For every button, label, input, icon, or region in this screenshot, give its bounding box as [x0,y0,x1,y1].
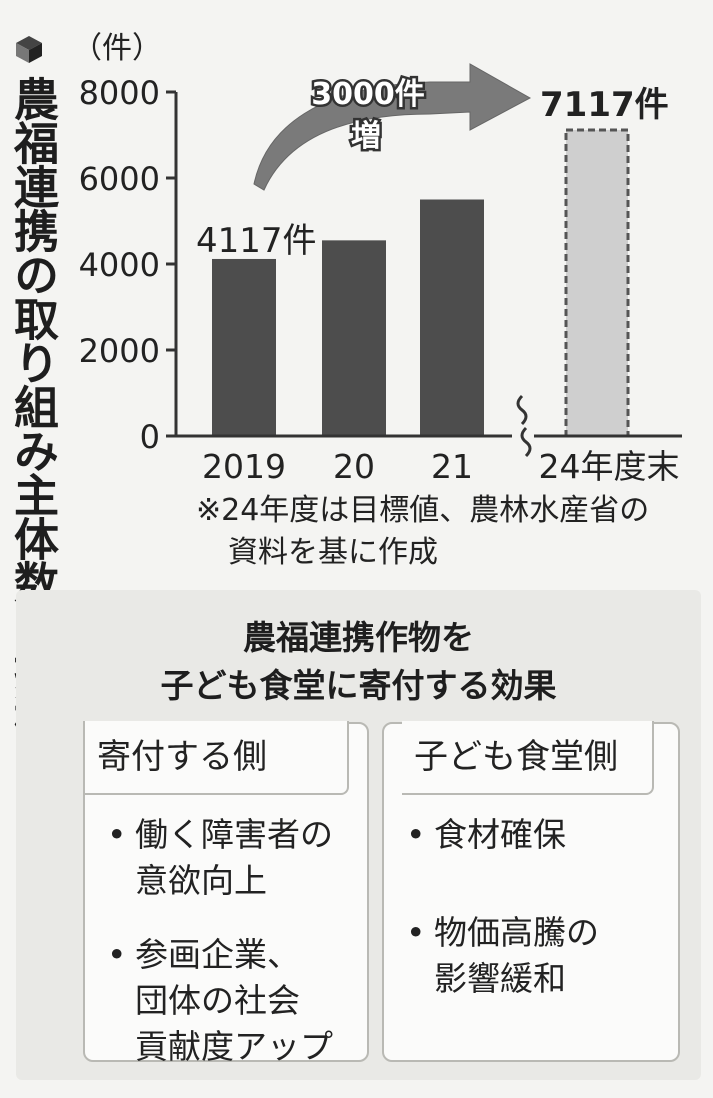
donor-side-box: 寄付する側 • 働く障害者の 意欲向上 • 参画企業、 団体の社会 貢献度アップ [83,721,369,1066]
cafeteria-side-box: 子ども食堂側 • 食材確保 • 物価高騰の 影響緩和 [382,721,680,1062]
bar [212,258,276,436]
note-line-1: ※24年度は目標値、農林水産省の [196,493,650,528]
y-tick-label: 4000 [79,246,160,284]
bullet-icon: • [107,815,127,854]
increase-label-line1: 3000件 [311,77,425,112]
x-tick-label: 21 [431,447,473,486]
cafeteria-side-heading: 子ども食堂側 [402,721,654,795]
effects-panel: 農福連携作物を 子ども食堂に寄付する効果 寄付する側 • 働く障害者の 意欲向上… [16,590,701,1080]
increase-label-line2: 増 [351,119,381,154]
donor-item-1: • 働く障害者の 意欲向上 [107,812,375,904]
x-tick-label: 20 [333,447,375,486]
bullet-icon: • [406,815,426,854]
unit-label: （件） [72,31,162,66]
source-note: ※24年度は目標値、農林水産省の 資料を基に作成 [196,490,696,574]
bullet-icon: • [107,935,127,974]
first-bar-label: 4117件 [196,221,317,261]
effects-title-line-2: 子ども食堂に寄付する効果 [160,666,557,705]
donor-item-2-line-3: 貢献度アップ [135,1027,333,1066]
cafeteria-item-1-line-1: 食材確保 [434,815,566,854]
y-tick-label: 8000 [79,74,160,112]
note-line-2: 資料を基に作成 [228,535,438,570]
donor-item-1-line-2: 意欲向上 [135,861,267,900]
y-tick-label: 2000 [79,332,160,370]
cube-icon [16,36,42,63]
y-tick-label: 6000 [79,160,160,198]
bar [420,199,484,436]
cafeteria-item-2-line-1: 物価高騰の [434,913,599,952]
target-bar-label: 7117件 [540,85,669,125]
bar [322,240,386,436]
donor-item-1-line-1: 働く障害者の [135,815,333,854]
cafeteria-item-2: • 物価高騰の 影響緩和 [406,910,674,1002]
bullet-icon: • [406,913,426,952]
donor-item-2-line-1: 参画企業、 [135,935,300,974]
increase-arrow [253,63,532,191]
y-tick-label: 0 [140,418,160,456]
effects-title-line-1: 農福連携作物を [243,618,474,657]
bar-target [564,128,630,438]
donor-side-heading: 寄付する側 [83,721,349,795]
bar-chart: （件） 8000 6000 4000 2000 0 2019 20 21 24年度末 3000… [72,31,682,486]
x-tick-label: 2019 [202,447,286,486]
axis-break [512,392,534,462]
donor-item-2: • 参画企業、 団体の社会 貢献度アップ [107,932,375,1070]
cafeteria-item-2-line-2: 影響緩和 [434,959,566,998]
effects-title: 農福連携作物を 子ども食堂に寄付する効果 [16,614,701,710]
x-tick-label: 24年度末 [539,447,680,486]
donor-item-2-line-2: 団体の社会 [135,981,300,1020]
cafeteria-item-1: • 食材確保 [406,812,674,858]
